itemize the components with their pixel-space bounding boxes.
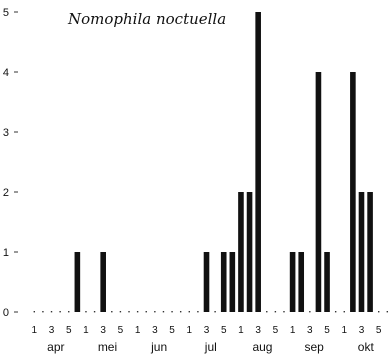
x-week-label: 3	[307, 325, 313, 336]
x-week-label: 1	[135, 325, 141, 336]
baseline-dot	[50, 311, 53, 313]
baseline-dot	[179, 311, 182, 313]
x-week-label: 5	[66, 325, 72, 336]
x-month-label: mei	[98, 340, 117, 354]
bar	[203, 252, 210, 312]
baseline-dot	[378, 311, 380, 313]
x-month-label: apr	[47, 340, 64, 354]
x-month-label: jul	[204, 340, 217, 354]
bar	[350, 72, 356, 312]
x-month-label: sep	[304, 340, 324, 354]
bar	[358, 192, 365, 312]
bar	[246, 192, 253, 312]
x-week-label: 5	[324, 325, 330, 336]
baseline-dot	[283, 311, 285, 313]
y-tick-label: 3	[3, 127, 9, 139]
bar	[324, 252, 330, 312]
x-week-label: 1	[341, 325, 347, 336]
baseline-dot	[188, 311, 190, 313]
y-tick-label: 0	[3, 307, 9, 319]
bar	[100, 252, 106, 312]
x-week-label: 5	[273, 325, 279, 336]
bar	[289, 252, 296, 312]
baseline-dot	[136, 311, 139, 313]
baseline-dot	[93, 311, 96, 313]
bars	[33, 12, 389, 313]
baseline-dot	[171, 311, 173, 313]
baseline-dot	[68, 311, 70, 313]
x-month-label: aug	[252, 340, 272, 354]
baseline-dot	[59, 311, 61, 313]
chart-title: Nomophila noctuella	[67, 10, 226, 28]
x-week-label: 1	[187, 325, 193, 336]
y-tick-label: 2	[3, 187, 9, 199]
x-week-label: 1	[32, 325, 38, 336]
baseline-dot	[343, 311, 345, 313]
x-week-label: 1	[83, 325, 89, 336]
x-month-label: jun	[150, 340, 167, 354]
baseline-dot	[33, 311, 36, 313]
baseline-dot	[197, 311, 199, 313]
bar	[315, 72, 322, 312]
baseline-dot	[386, 311, 389, 313]
baseline-dot	[274, 311, 277, 313]
baseline-dot	[128, 311, 130, 313]
baseline-dot	[214, 311, 216, 313]
x-month-label: okt	[358, 340, 375, 354]
x-week-label: 1	[290, 325, 296, 336]
x-week-label: 3	[255, 325, 261, 336]
x-week-label: 3	[100, 325, 106, 336]
x-week-label: 3	[49, 325, 55, 336]
bar	[367, 192, 373, 312]
x-week-label: 3	[359, 325, 365, 336]
x-week-label: 3	[204, 325, 210, 336]
bar	[229, 252, 236, 312]
baseline-dot	[309, 311, 311, 313]
bar	[74, 252, 81, 312]
y-tick-label: 5	[3, 7, 9, 19]
bar	[255, 12, 261, 312]
x-week-label: 5	[221, 325, 227, 336]
x-week-label: 3	[152, 325, 158, 336]
bar	[238, 192, 244, 312]
baseline-dot	[85, 311, 87, 313]
y-tick-label: 4	[3, 67, 9, 79]
baseline-dot	[334, 311, 337, 313]
y-tick-label: 1	[3, 247, 9, 259]
x-week-label: 1	[238, 325, 244, 336]
baseline-dot	[111, 311, 113, 313]
x-week-label: 5	[118, 325, 124, 336]
x-week-label: 5	[169, 325, 175, 336]
x-week-label: 5	[376, 325, 382, 336]
baseline-dot	[42, 311, 44, 313]
baseline-dot	[266, 311, 268, 313]
bar	[298, 252, 305, 312]
bar	[220, 252, 227, 312]
baseline-dot	[154, 311, 156, 313]
baseline-dot	[145, 311, 147, 313]
baseline-dot	[162, 311, 165, 313]
y-axis: 0 1 2 3 4 5	[3, 7, 18, 319]
baseline-dot	[119, 311, 122, 313]
